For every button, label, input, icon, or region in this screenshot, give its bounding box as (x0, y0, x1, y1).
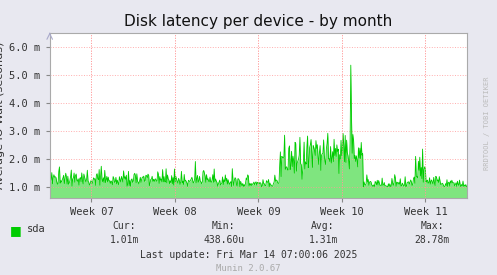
Text: Last update: Fri Mar 14 07:00:06 2025: Last update: Fri Mar 14 07:00:06 2025 (140, 250, 357, 260)
Text: ■: ■ (10, 224, 22, 237)
Text: 1.31m: 1.31m (308, 235, 338, 245)
Text: sda: sda (27, 224, 46, 234)
Text: Munin 2.0.67: Munin 2.0.67 (216, 264, 281, 273)
Y-axis label: Average IO Wait (seconds): Average IO Wait (seconds) (0, 42, 5, 189)
Text: 438.60u: 438.60u (203, 235, 244, 245)
Title: Disk latency per device - by month: Disk latency per device - by month (124, 14, 393, 29)
Text: 1.01m: 1.01m (109, 235, 139, 245)
Text: RRDTOOL / TOBI OETIKER: RRDTOOL / TOBI OETIKER (484, 77, 490, 170)
Text: Min:: Min: (212, 221, 236, 231)
Text: 28.78m: 28.78m (415, 235, 450, 245)
Text: Avg:: Avg: (311, 221, 335, 231)
Text: Max:: Max: (420, 221, 444, 231)
Text: Cur:: Cur: (112, 221, 136, 231)
